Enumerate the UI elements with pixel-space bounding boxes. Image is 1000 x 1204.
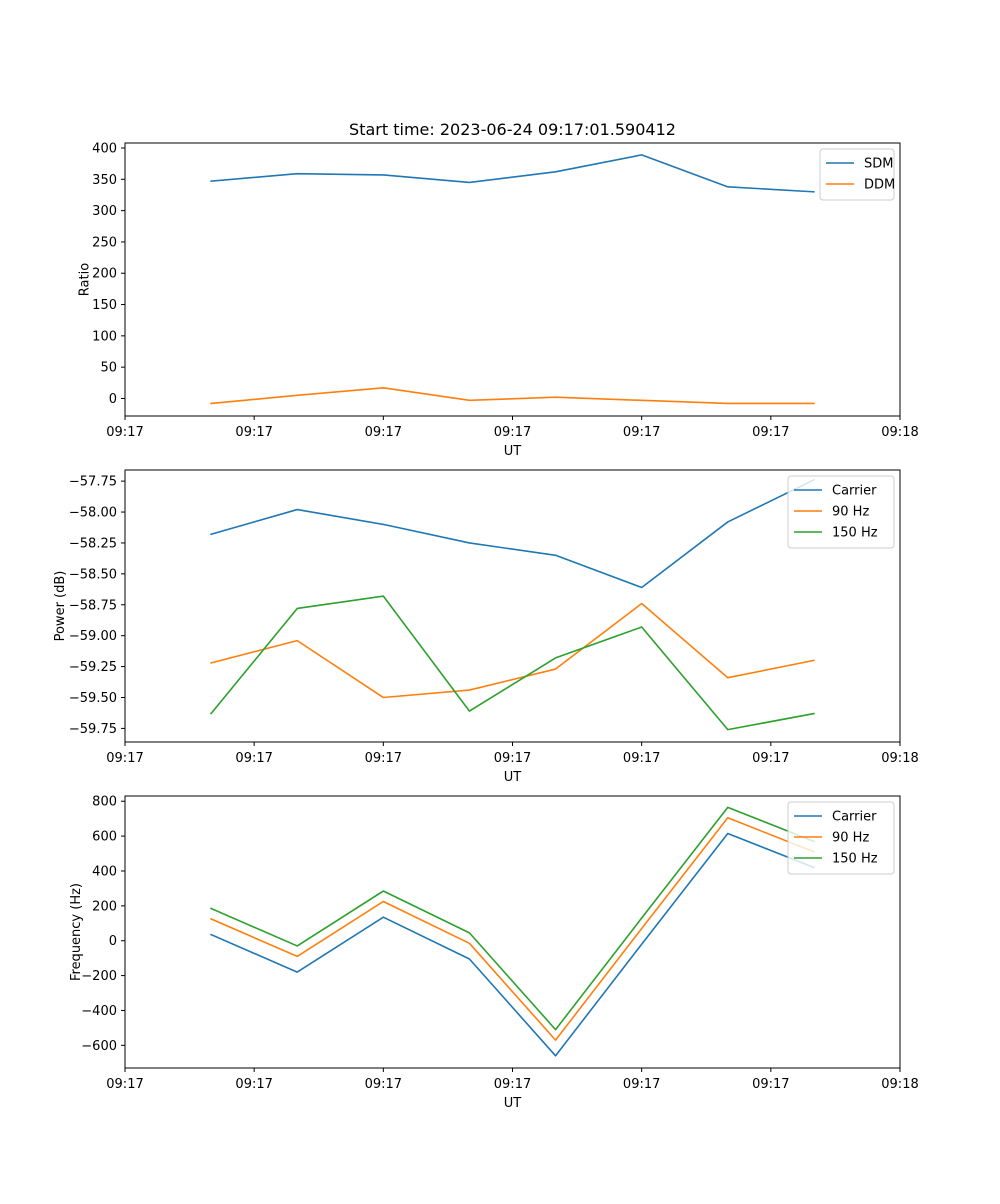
x-tick-label: 09:17 [106, 425, 143, 440]
y-tick-label: 200 [92, 899, 117, 914]
subplot-1: 09:17 09:17 09:17 09:17 09:17 09:17 09:18 0 50 10… [77, 142, 918, 459]
x-tick-label: 09:18 [881, 751, 918, 766]
legend-entry: DDM [864, 178, 895, 193]
y-tick-label: 250 [92, 235, 117, 250]
y-axis-label: Frequency (Hz) [69, 883, 84, 981]
x-tick-label: 09:17 [494, 425, 531, 440]
x-tick-label: 09:17 [623, 425, 660, 440]
subplot-2: 09:17 09:17 09:17 09:17 09:17 09:17 09:18 −59.7… [53, 469, 919, 785]
legend: Carrier 90 Hz 150 Hz [787, 475, 895, 549]
legend-box [787, 801, 895, 875]
x-tick-label: 09:17 [235, 425, 272, 440]
y-tick-label: −57.75 [69, 475, 117, 490]
x-tick-label: 09:17 [365, 751, 402, 766]
axes-frame [124, 469, 901, 743]
legend-box [819, 148, 895, 201]
series-line-90-hz [210, 816, 815, 1041]
legend-entry: Carrier [832, 810, 877, 825]
legend-entry: Carrier [832, 484, 877, 499]
x-tick-label: 09:17 [235, 1077, 272, 1092]
x-tick-label: 09:17 [494, 1077, 531, 1092]
series-line-150-hz [210, 806, 815, 1031]
x-tick-label: 09:17 [752, 1077, 789, 1092]
y-tick-label: 800 [92, 795, 117, 810]
y-tick-label: −400 [81, 1004, 117, 1019]
x-tick-label: 09:17 [752, 751, 789, 766]
y-tick-label: 400 [92, 142, 117, 157]
y-tick-label: 600 [92, 830, 117, 845]
y-tick-label: 100 [92, 329, 117, 344]
x-axis-label: UT [504, 444, 522, 459]
legend-entry: 90 Hz [832, 831, 869, 846]
x-tick-label: 09:17 [752, 425, 789, 440]
series-line-sdm [210, 154, 815, 193]
y-tick-label: −59.00 [69, 629, 117, 644]
y-tick-label: −59.75 [69, 722, 117, 737]
legend-entry: SDM [864, 157, 893, 172]
y-axis-label: Power (dB) [53, 571, 68, 642]
x-tick-label: 09:17 [494, 751, 531, 766]
series-line-carrier [210, 832, 815, 1057]
x-tick-label: 09:17 [365, 1077, 402, 1092]
y-tick-label: 150 [92, 298, 117, 313]
y-tick-label: 350 [92, 173, 117, 188]
x-tick-label: 09:17 [106, 751, 143, 766]
y-tick-label: −600 [81, 1039, 117, 1054]
series-line-ddm [210, 387, 815, 405]
x-tick-label: 09:18 [881, 425, 918, 440]
x-tick-label: 09:17 [235, 751, 272, 766]
x-tick-label: 09:17 [365, 425, 402, 440]
x-tick-label: 09:17 [106, 1077, 143, 1092]
y-tick-label: −58.50 [69, 567, 117, 582]
y-tick-label: −200 [81, 969, 117, 984]
x-tick-label: 09:18 [881, 1077, 918, 1092]
x-tick-label: 09:17 [623, 1077, 660, 1092]
y-tick-label: 50 [100, 361, 117, 376]
y-tick-label: 400 [92, 864, 117, 879]
x-tick-label: 09:17 [623, 751, 660, 766]
axes-frame [124, 142, 901, 417]
subplot-3: 09:17 09:17 09:17 09:17 09:17 09:17 09:18 −600 −… [69, 795, 919, 1111]
x-axis-label: UT [504, 1096, 522, 1111]
legend-box [787, 475, 895, 549]
x-axis-label: UT [504, 770, 522, 785]
series-line-150-hz [209, 595, 815, 731]
legend: Carrier 90 Hz 150 Hz [787, 801, 895, 875]
figure-title: Start time: 2023-06-24 09:17:01.590412 [349, 120, 676, 139]
y-tick-label: 0 [109, 392, 117, 407]
series-line-carrier [210, 478, 815, 589]
y-axis-label: Ratio [77, 263, 92, 296]
y-tick-label: −59.25 [69, 660, 117, 675]
legend-entry: 150 Hz [832, 852, 878, 867]
series-line-90-hz [210, 602, 815, 699]
y-tick-label: 200 [92, 267, 117, 282]
y-tick-label: 0 [109, 934, 117, 949]
y-tick-label: −58.75 [69, 598, 117, 613]
y-tick-label: 300 [92, 204, 117, 219]
y-tick-label: −59.50 [69, 691, 117, 706]
y-tick-label: −58.25 [69, 536, 117, 551]
legend-entry: 90 Hz [832, 505, 869, 520]
y-tick-label: −58.00 [69, 506, 117, 521]
legend: SDM DDM [819, 148, 895, 201]
legend-entry: 150 Hz [832, 526, 878, 541]
